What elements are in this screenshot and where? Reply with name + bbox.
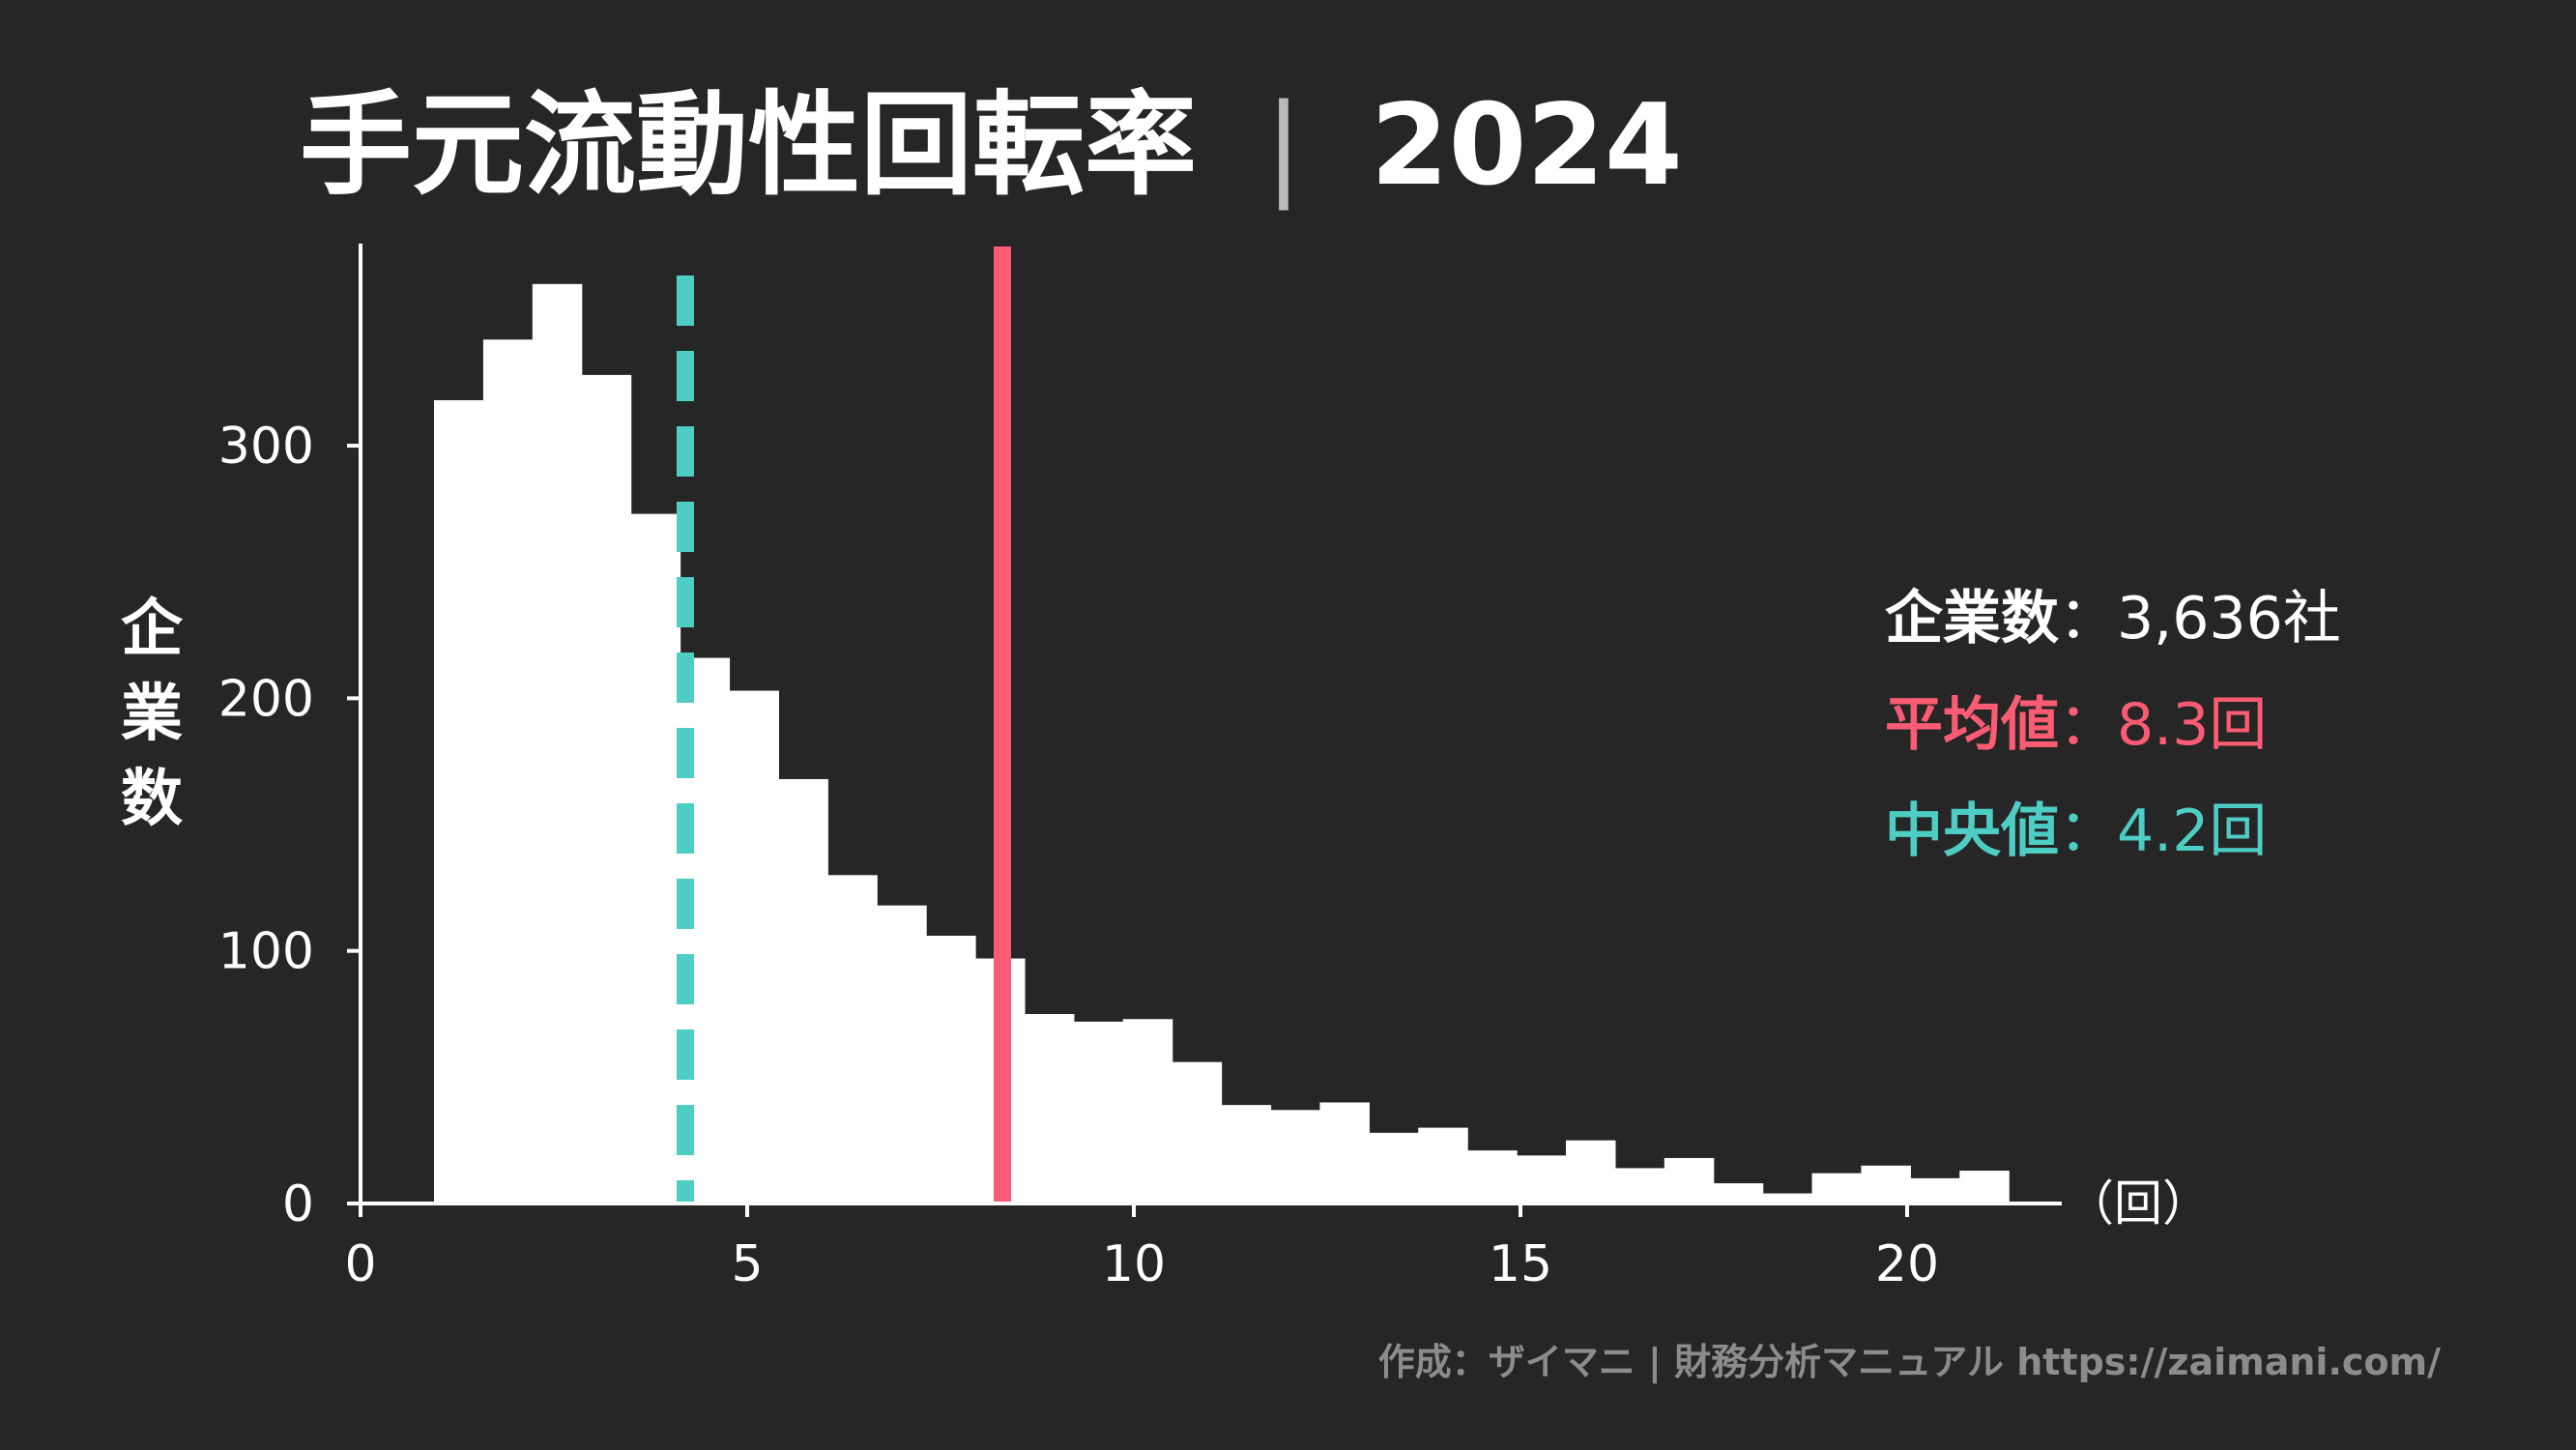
chart-title: 手元流動性回転率 | 2024 [300, 80, 1683, 211]
histogram-bar [1959, 1171, 2010, 1204]
histogram-bar [827, 875, 878, 1204]
y-axis-label-char: 業 [121, 679, 183, 750]
histogram-bar [1270, 1110, 1321, 1204]
histogram-bar [581, 374, 632, 1204]
histogram-bar [1172, 1061, 1223, 1204]
histogram-bar [1517, 1155, 1567, 1204]
histogram-bar [1369, 1132, 1419, 1204]
histogram-bar [434, 400, 484, 1204]
y-tick-label: 200 [218, 670, 314, 728]
histogram-bar [1418, 1127, 1468, 1204]
y-tick-label: 100 [218, 923, 314, 981]
histogram-bar [1565, 1140, 1616, 1204]
y-axis-label-char: 企 [121, 594, 184, 665]
histogram-bar [532, 283, 583, 1204]
histogram-bar [877, 905, 927, 1204]
x-tick-label: 15 [1489, 1235, 1552, 1293]
mean-stat: 平均値：8.3回 [1885, 691, 2267, 759]
histogram-bar [1614, 1168, 1665, 1204]
companies-stat: 企業数：3,636社 [1885, 585, 2341, 652]
histogram-bar [1024, 1014, 1075, 1204]
histogram-bar [482, 339, 534, 1204]
histogram-bar [1319, 1102, 1370, 1204]
histogram-bar [729, 690, 779, 1204]
histogram-bar [1664, 1157, 1715, 1204]
y-axis-label: 企 業 数 [121, 594, 184, 835]
x-tick-label: 0 [344, 1235, 376, 1293]
histogram-bar [1122, 1019, 1173, 1204]
axes [359, 244, 2062, 1205]
histogram-bar [1811, 1173, 1863, 1204]
x-tick-label: 20 [1875, 1235, 1939, 1293]
histogram-bar [1861, 1165, 1911, 1204]
reference-lines [677, 246, 1011, 1204]
stats-box: 企業数：3,636社 平均値：8.3回 中央値：4.2回 [1885, 585, 2341, 865]
y-ticks: 0 100 200 300 [218, 418, 361, 1233]
histogram-bars [434, 283, 2010, 1204]
histogram-bar [926, 936, 976, 1204]
x-tick-label: 10 [1102, 1235, 1166, 1293]
x-ticks: 0 5 10 15 20 [344, 1204, 1939, 1293]
y-axis-label-char: 数 [121, 764, 183, 835]
histogram-bar [1762, 1193, 1813, 1204]
histogram-bar [1467, 1150, 1518, 1204]
y-tick-label: 300 [218, 418, 314, 476]
histogram-bar [1713, 1183, 1764, 1204]
median-stat: 中央値：4.2回 [1885, 798, 2267, 865]
x-tick-label: 5 [731, 1235, 763, 1293]
histogram-bar [1073, 1021, 1124, 1204]
histogram-bar [630, 513, 681, 1204]
credit-text: 作成：ザイマニ | 財務分析マニュアル https://zaimani.com/ [1378, 1341, 2441, 1384]
x-unit-label: （回） [2066, 1175, 2211, 1232]
y-tick-label: 0 [282, 1175, 314, 1233]
histogram-bar [1221, 1105, 1272, 1204]
histogram-bar [1910, 1177, 1960, 1204]
histogram-bar [778, 778, 828, 1204]
